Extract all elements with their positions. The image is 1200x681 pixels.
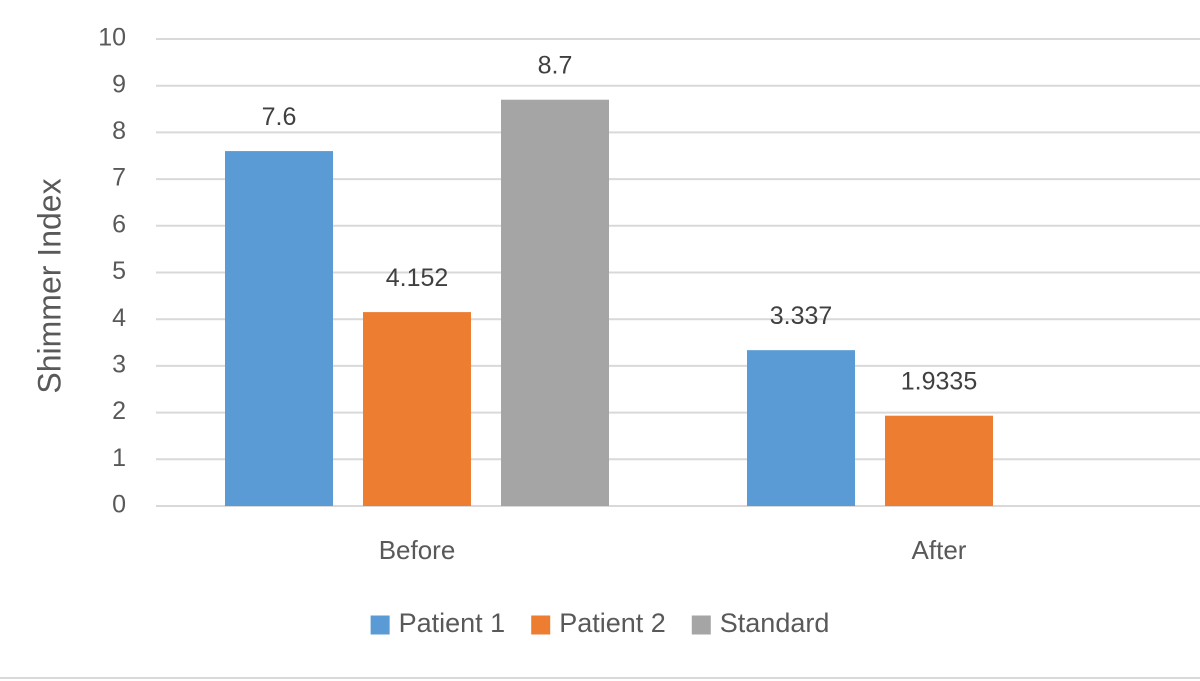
legend-swatch	[691, 615, 711, 635]
y-tick-label: 5	[112, 257, 126, 285]
bar	[501, 99, 609, 507]
y-tick-label: 9	[112, 70, 126, 98]
y-tick-label: 8	[112, 117, 126, 145]
data-label: 8.7	[538, 52, 573, 80]
y-tick-label: 7	[112, 164, 126, 192]
bars	[225, 99, 993, 507]
y-tick-label: 3	[112, 351, 126, 379]
legend-swatch	[370, 615, 390, 635]
data-label: 7.6	[262, 103, 297, 131]
x-category-label: Before	[379, 535, 456, 565]
y-tick-label: 2	[112, 397, 126, 425]
data-labels: 7.6 4.152 8.7 3.337 1.9335	[262, 52, 978, 396]
y-tick-label: 4	[112, 304, 126, 332]
data-label: 3.337	[770, 302, 833, 330]
legend-swatch	[531, 615, 551, 635]
data-label: 4.152	[386, 264, 449, 292]
bar	[363, 312, 471, 506]
legend-label: Patient 1	[399, 608, 506, 638]
bar	[747, 350, 855, 506]
y-axis-ticks: 0 1 2 3 4 5 6 7 8 9 10	[98, 24, 126, 519]
y-tick-label: 10	[98, 24, 126, 52]
x-axis-categories: Before After	[379, 535, 967, 565]
data-label: 1.9335	[901, 368, 977, 396]
legend: Patient 1 Patient 2 Standard	[370, 608, 830, 638]
x-category-label: After	[912, 535, 967, 565]
bar	[225, 151, 333, 506]
y-axis-title: Shimmer Index	[31, 178, 67, 393]
bar	[885, 415, 993, 506]
y-tick-label: 1	[112, 444, 126, 472]
y-tick-label: 6	[112, 210, 126, 238]
legend-label: Patient 2	[559, 608, 666, 638]
y-tick-label: 0	[112, 491, 126, 519]
legend-label: Standard	[720, 608, 830, 638]
